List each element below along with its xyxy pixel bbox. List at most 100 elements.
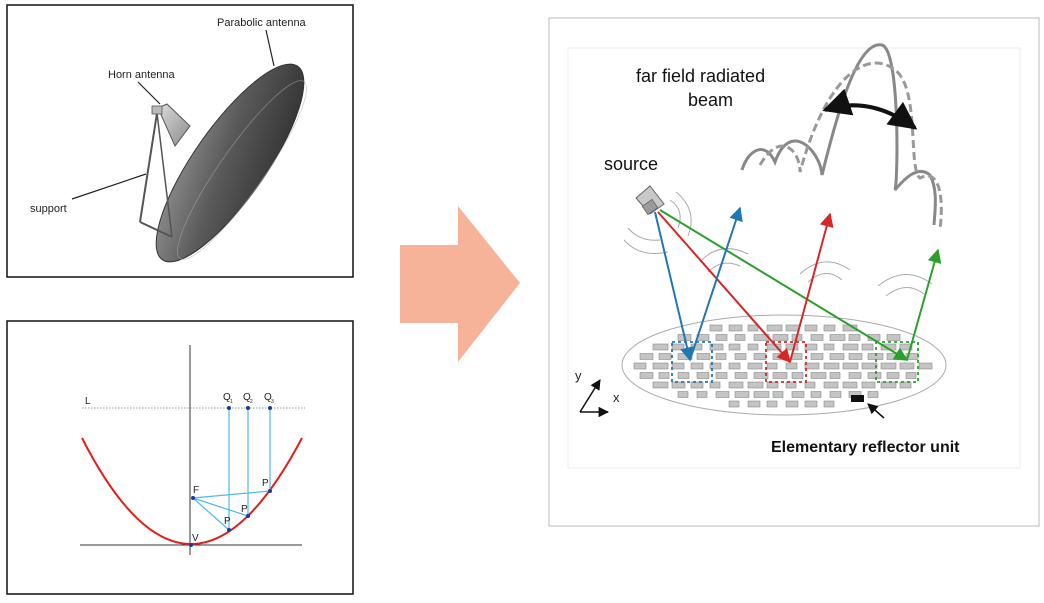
reflector-element [842,362,859,370]
reflector-element [880,343,897,351]
reflector-element [728,362,741,370]
vertex-point [189,543,193,547]
reflector-element [766,400,778,408]
reflector-element [918,362,933,370]
reflector-element [829,353,845,360]
y-axis-arrow [579,379,601,413]
reflector-element [829,391,842,398]
reflector-element [867,391,879,398]
q1-label: Q [223,392,231,403]
reflector-element [886,334,901,341]
reflector-element [810,391,822,398]
p2-point [246,514,250,518]
q2-label: Q [243,392,251,403]
q3-label: Q [264,392,272,403]
reflector-element [867,372,882,379]
ray-f-p3 [192,490,271,499]
reflector-element [785,362,798,370]
parabola-panel-frame [6,320,354,595]
reflector-element [848,334,861,341]
reflector-element [715,391,730,398]
x-axis-label: x [613,390,620,405]
reflector-element [652,343,669,351]
beam-lobes-solid [740,43,937,226]
reflector-element [677,391,689,398]
reflector-element [772,353,784,360]
support-label: support [30,203,67,215]
reflector-element [804,343,818,351]
source-radiation-arcs [623,191,692,254]
q1-point [227,406,231,410]
reflector-element [709,324,723,332]
reflector-element [899,381,912,389]
reflector-element [785,381,797,389]
elementary-reflector-unit-label: Elementary reflector unit [771,439,960,456]
q1-subscript: 1 [230,399,233,405]
support-strut [139,112,173,238]
subarray-box-blue [671,341,713,383]
reflector-element [823,400,835,408]
reflector-element [880,381,897,389]
vertex-label: V [192,533,199,544]
reflector-element [829,372,841,379]
reflector-element [747,400,761,408]
antenna-panel: Parabolic antenna Horn antenna support [6,4,354,278]
directrix-label: L [85,396,91,407]
reflector-element [823,381,839,389]
reflector-element [804,362,820,370]
reflector-element [804,400,818,408]
reflector-element [728,343,741,351]
reflector-element [766,362,778,370]
reflector-element [905,372,917,379]
reflector-element [810,372,827,379]
reflector-element [747,343,759,351]
horn-antenna-icon [151,103,191,147]
reflector-element [772,334,789,341]
reflector-element [886,372,900,379]
reflector-element [848,353,863,360]
reflector-element [652,381,669,389]
reflector-element [709,362,722,370]
q3-subscript: 3 [271,399,274,405]
reflector-element [899,362,915,370]
reflector-element [861,362,878,370]
parabolic-leader-line [265,29,275,67]
reflector-element [671,362,685,370]
reflector-element [823,362,840,370]
reflector-element [804,324,818,332]
reflector-element [785,400,799,408]
subarray-box-green [875,341,919,383]
subarray-box-red [765,341,807,383]
reflector-element [658,353,672,360]
reflector-element [715,372,728,379]
beam-lobes-dashed [758,61,943,231]
reflector-element [823,343,835,351]
reflector-element [696,372,710,379]
reflector-element [861,343,874,351]
focus-point [191,496,195,500]
ray-incident-blue [654,211,694,362]
p1-point [227,528,231,532]
q3-point [268,406,272,410]
focus-label: F [193,485,199,496]
reflected-wave-arcs [699,248,933,297]
source-label: source [604,154,658,174]
reflector-element [734,372,748,379]
ray-reflected-green [906,248,942,361]
y-axis-label: y [575,368,582,383]
highlighted-reflector-unit [851,395,864,402]
ray-incident-red [657,211,791,364]
horn-leader-line [137,81,161,105]
reflector-element [810,334,824,341]
unit-leader-arrow [867,403,885,419]
parabolic-dish-icon [155,63,307,263]
reflector-element [715,334,728,341]
reflector-element [671,343,685,351]
support-leader-line [71,173,147,200]
reflector-element [639,372,654,379]
parabolic-antenna-label: Parabolic antenna [217,17,307,29]
reflector-element [734,353,747,360]
reflector-element [861,381,876,389]
p2-label: P [241,504,248,515]
